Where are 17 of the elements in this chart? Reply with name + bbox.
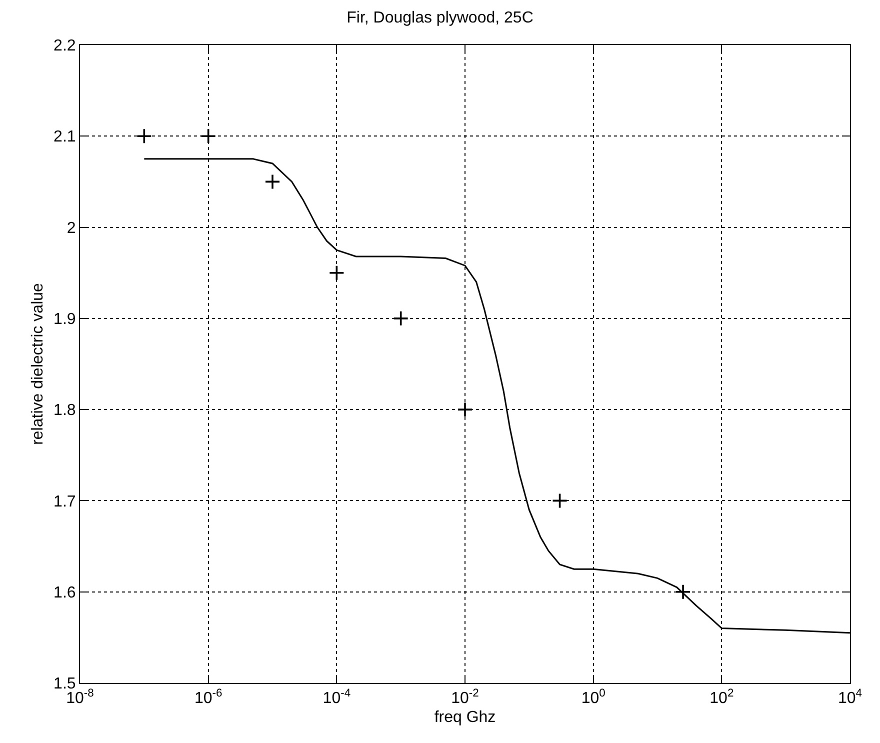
chart-title: Fir, Douglas plywood, 25C (346, 9, 534, 26)
x-axis-title: freq Ghz (434, 708, 496, 726)
y-tick-label: 1.6 (54, 584, 76, 602)
x-tick-label: 10$^{-2}$ (451, 687, 479, 708)
y-tick-label: 2 (66, 220, 76, 237)
x-tick-label: 10$^{2}$ (710, 687, 734, 708)
x-tick-label: 10$^{0}$ (581, 687, 606, 708)
y-tick-label: 1.7 (54, 493, 76, 510)
y-tick-label: 1.5 (54, 676, 76, 693)
y-tick-label: 1.8 (54, 402, 76, 420)
y-axis-title: relative dielectric value (29, 282, 46, 445)
y-tick-label: 2.1 (54, 128, 76, 146)
y-tick-label: 2.2 (54, 38, 76, 55)
x-tick-label: 10$^{-4}$ (322, 687, 351, 708)
x-tick-label: 10$^{-6}$ (194, 687, 222, 708)
y-tick-label: 1.9 (54, 311, 76, 328)
x-tick-label: 10$^{4}$ (838, 687, 862, 708)
